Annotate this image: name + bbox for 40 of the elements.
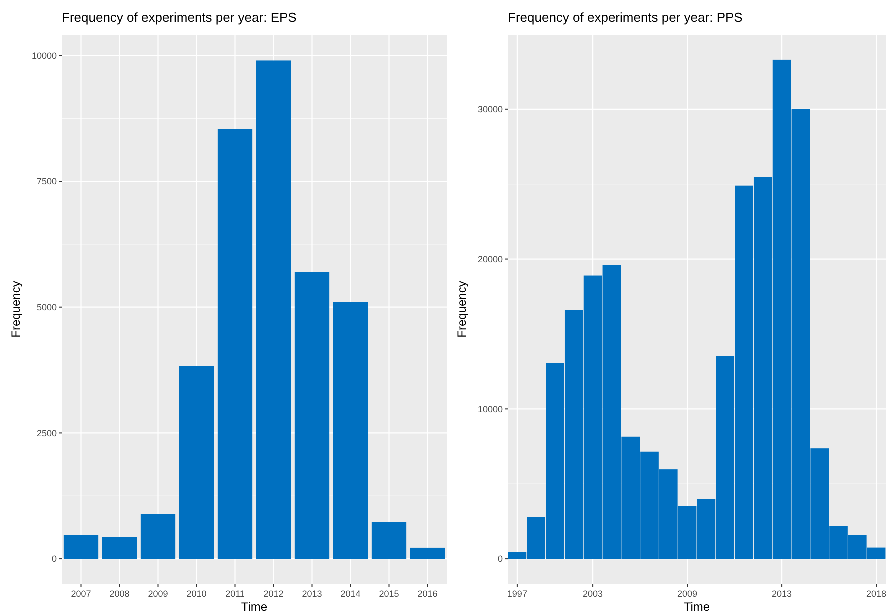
y-tick-label: 0 <box>498 554 503 564</box>
bar <box>372 522 407 560</box>
bar <box>218 129 253 560</box>
y-tick-label: 5000 <box>36 302 57 313</box>
bar <box>410 548 446 560</box>
x-tick-label: 2012 <box>264 589 284 599</box>
x-tick-label: 2010 <box>186 589 207 599</box>
y-tick-label: 7500 <box>36 176 57 187</box>
y-tick-label: 10000 <box>32 50 57 61</box>
chart-title: Frequency of experiments per year: PPS <box>508 10 744 25</box>
x-tick-label: 1997 <box>507 589 528 599</box>
x-tick-label: 2009 <box>678 589 698 599</box>
y-tick-label: 30000 <box>478 104 503 115</box>
y-axis-title: Frequency <box>9 281 23 338</box>
x-tick-label: 2013 <box>302 589 322 599</box>
bar <box>333 302 368 560</box>
x-tick-label: 2015 <box>379 589 400 599</box>
bar <box>102 537 138 560</box>
x-tick-label: 2008 <box>110 589 130 599</box>
bar <box>256 60 292 560</box>
x-tick-label: 2013 <box>772 589 792 599</box>
x-tick-label: 2011 <box>226 589 245 599</box>
bar <box>140 514 176 560</box>
y-tick-label: 0 <box>52 554 57 564</box>
x-axis-title: Time <box>241 600 268 614</box>
bar <box>64 535 99 560</box>
x-tick-label: 2016 <box>418 589 438 599</box>
bar <box>179 366 214 560</box>
y-tick-label: 10000 <box>478 404 503 414</box>
bar <box>294 272 330 560</box>
y-axis-title: Frequency <box>455 281 469 338</box>
x-tick-label: 2003 <box>583 589 604 599</box>
x-tick-label: 2007 <box>71 589 92 599</box>
x-axis-title: Time <box>684 600 710 614</box>
x-tick-label: 2014 <box>340 589 361 599</box>
y-tick-label: 20000 <box>478 254 503 264</box>
x-tick-label: 2018 <box>866 589 887 599</box>
x-tick-label: 2009 <box>148 589 168 599</box>
chart-title: Frequency of experiments per year: EPS <box>62 10 298 25</box>
y-tick-label: 2500 <box>36 428 57 438</box>
